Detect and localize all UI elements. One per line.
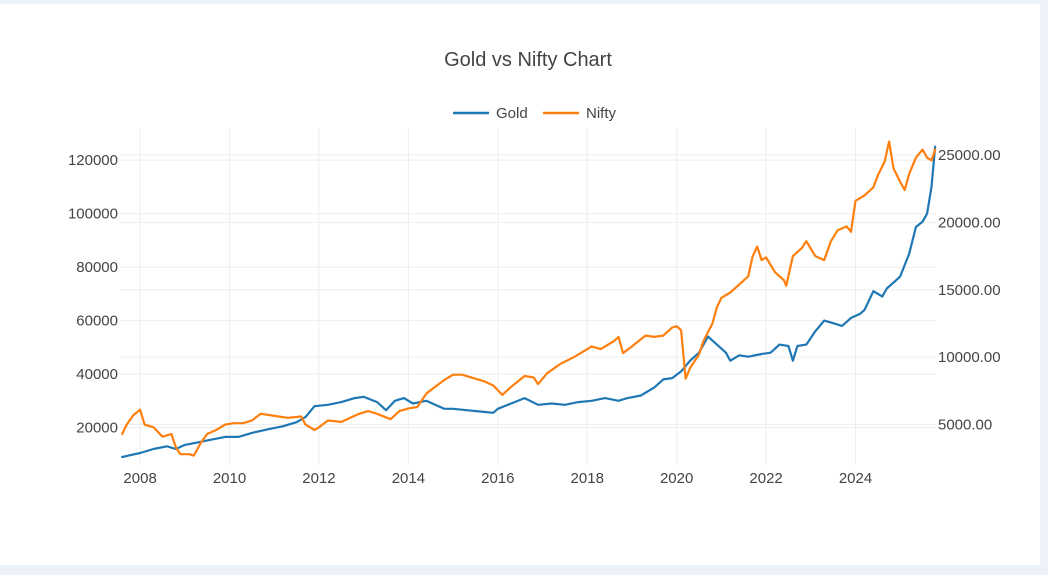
y-left-tick-label-40000: 40000 [76,366,118,383]
x-tick-label-2008: 2008 [123,470,156,487]
legend-item-gold[interactable]: Gold [453,105,528,122]
x-tick-label-2024: 2024 [839,470,872,487]
chart-card [0,4,1040,565]
legend-label-gold: Gold [496,105,528,122]
x-tick-label-2010: 2010 [213,470,246,487]
x-tick-label-2016: 2016 [481,470,514,487]
y-right-tick-label-5000: 5000.00 [938,417,992,434]
y-right-tick-label-20000: 20000.00 [938,214,1001,231]
y-left-tick-label-20000: 20000 [76,420,118,437]
gridlines [120,128,936,465]
y-left-tick-label-80000: 80000 [76,259,118,276]
series-layer [121,140,937,459]
legend-item-nifty[interactable]: Nifty [543,105,617,122]
series-line-gold [121,145,937,459]
x-tick-label-2012: 2012 [302,470,335,487]
legend[interactable]: Gold Nifty [453,105,617,122]
y-left-tick-label-120000: 120000 [68,152,118,169]
y-left-tick-label-60000: 60000 [76,313,118,330]
x-tick-label-2018: 2018 [571,470,604,487]
x-tick-label-2022: 2022 [749,470,782,487]
axes: 2008 2010 2012 2014 2016 2018 2020 2022 2024 2000… [68,147,1001,487]
y-right-tick-label-25000: 25000.00 [938,147,1001,164]
y-right-tick-label-15000: 15000.00 [938,282,1001,299]
x-tick-label-2014: 2014 [392,470,425,487]
y-left-tick-label-100000: 100000 [68,206,118,223]
legend-label-nifty: Nifty [586,105,617,122]
series-line-nifty [121,140,937,457]
x-tick-label-2020: 2020 [660,470,693,487]
y-right-tick-label-10000: 10000.00 [938,349,1001,366]
chart-title: Gold vs Nifty Chart [444,49,612,71]
